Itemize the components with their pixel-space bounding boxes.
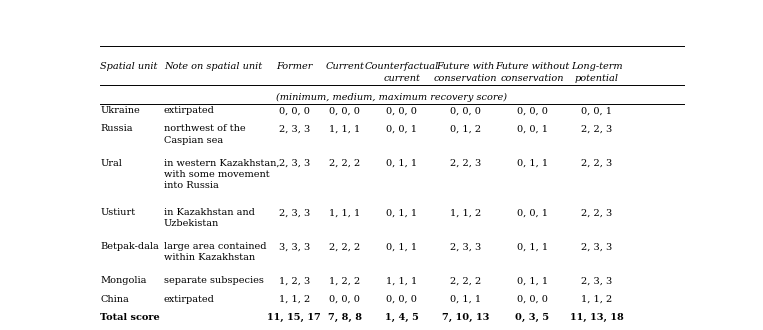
Text: 1, 1, 1: 1, 1, 1 [329,208,360,217]
Text: 2, 3, 3: 2, 3, 3 [278,158,310,168]
Text: 0, 0, 1: 0, 0, 1 [581,106,613,115]
Text: 7, 8, 8: 7, 8, 8 [327,313,362,322]
Text: Total score: Total score [100,313,160,322]
Text: 0, 1, 1: 0, 1, 1 [386,242,417,251]
Text: 1, 2, 3: 1, 2, 3 [278,277,310,285]
Text: China: China [100,295,129,304]
Text: 0, 1, 1: 0, 1, 1 [450,295,481,304]
Text: 0, 1, 1: 0, 1, 1 [517,158,548,168]
Text: Russia: Russia [100,124,133,133]
Text: 0, 0, 1: 0, 0, 1 [517,208,548,217]
Text: 2, 2, 3: 2, 2, 3 [581,124,613,133]
Text: 0, 0, 0: 0, 0, 0 [329,295,360,304]
Text: Long-term
potential: Long-term potential [571,62,623,82]
Text: 2, 2, 3: 2, 2, 3 [581,158,613,168]
Text: 2, 2, 2: 2, 2, 2 [329,242,360,251]
Text: in western Kazakhstan,
with some movement
into Russia: in western Kazakhstan, with some movemen… [164,158,279,190]
Text: 0, 0, 1: 0, 0, 1 [517,124,548,133]
Text: 3, 3, 3: 3, 3, 3 [278,242,310,251]
Text: 2, 2, 3: 2, 2, 3 [450,158,481,168]
Text: 11, 13, 18: 11, 13, 18 [570,313,623,322]
Text: 1, 4, 5: 1, 4, 5 [385,313,419,322]
Text: 0, 0, 0: 0, 0, 0 [279,106,310,115]
Text: 0, 0, 0: 0, 0, 0 [386,295,417,304]
Text: 7, 10, 13: 7, 10, 13 [442,313,489,322]
Text: 1, 1, 2: 1, 1, 2 [581,295,613,304]
Text: (minimum, medium, maximum recovery score): (minimum, medium, maximum recovery score… [275,93,507,102]
Text: Future without
conservation: Future without conservation [495,62,569,82]
Text: 0, 1, 1: 0, 1, 1 [517,277,548,285]
Text: 1, 1, 2: 1, 1, 2 [450,208,481,217]
Text: 0, 3, 5: 0, 3, 5 [515,313,549,322]
Text: 1, 1, 2: 1, 1, 2 [278,295,310,304]
Text: 2, 2, 2: 2, 2, 2 [450,277,481,285]
Text: 1, 2, 2: 1, 2, 2 [329,277,360,285]
Text: extirpated: extirpated [164,106,215,115]
Text: Ukraine: Ukraine [100,106,140,115]
Text: 0, 1, 1: 0, 1, 1 [517,242,548,251]
Text: 0, 0, 0: 0, 0, 0 [386,106,417,115]
Text: in Kazakhstan and
Uzbekistan: in Kazakhstan and Uzbekistan [164,208,255,228]
Text: Current: Current [325,62,364,72]
Text: 0, 1, 2: 0, 1, 2 [450,124,481,133]
Text: Note on spatial unit: Note on spatial unit [164,62,262,72]
Text: large area contained
within Kazakhstan: large area contained within Kazakhstan [164,242,266,262]
Text: 2, 3, 3: 2, 3, 3 [278,208,310,217]
Text: Future with
conservation: Future with conservation [434,62,497,82]
Text: 0, 0, 0: 0, 0, 0 [450,106,481,115]
Text: Former: Former [276,62,313,72]
Text: 0, 1, 1: 0, 1, 1 [386,208,417,217]
Text: Spatial unit: Spatial unit [100,62,157,72]
Text: 2, 2, 3: 2, 2, 3 [581,208,613,217]
Text: 0, 0, 0: 0, 0, 0 [517,295,548,304]
Text: separate subspecies: separate subspecies [164,277,264,285]
Text: Ural: Ural [100,158,122,168]
Text: 0, 0, 0: 0, 0, 0 [329,106,360,115]
Text: Counterfactual
current: Counterfactual current [365,62,439,82]
Text: 0, 0, 0: 0, 0, 0 [517,106,548,115]
Text: 0, 0, 1: 0, 0, 1 [386,124,417,133]
Text: Ustiurt: Ustiurt [100,208,135,217]
Text: 1, 1, 1: 1, 1, 1 [386,277,417,285]
Text: 2, 3, 3: 2, 3, 3 [450,242,481,251]
Text: 2, 3, 3: 2, 3, 3 [581,242,613,251]
Text: 0, 1, 1: 0, 1, 1 [386,158,417,168]
Text: northwest of the
Caspian sea: northwest of the Caspian sea [164,124,246,145]
Text: 2, 3, 3: 2, 3, 3 [278,124,310,133]
Text: Betpak-dala: Betpak-dala [100,242,159,251]
Text: 2, 3, 3: 2, 3, 3 [581,277,613,285]
Text: 1, 1, 1: 1, 1, 1 [329,124,360,133]
Text: extirpated: extirpated [164,295,215,304]
Text: Mongolia: Mongolia [100,277,146,285]
Text: 2, 2, 2: 2, 2, 2 [329,158,360,168]
Text: 11, 15, 17: 11, 15, 17 [268,313,321,322]
